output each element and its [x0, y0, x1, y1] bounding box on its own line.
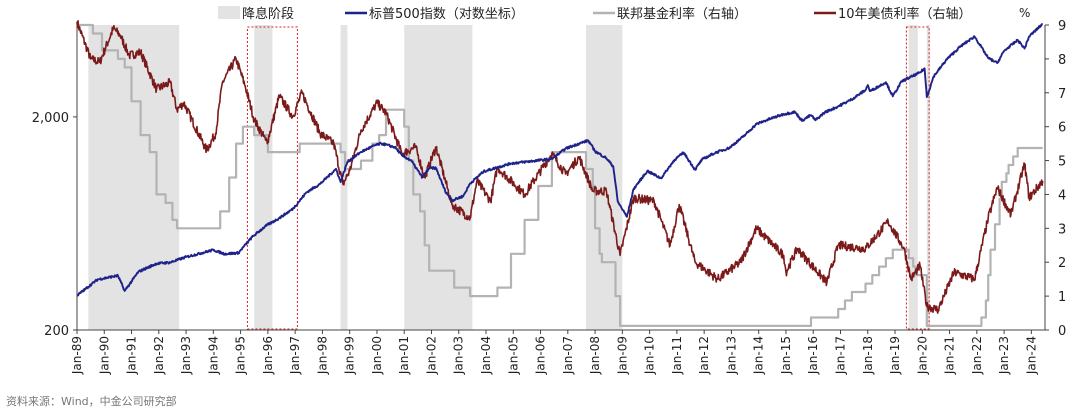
- x-tick-label: Jan-19: [888, 336, 902, 375]
- x-tick-label: Jan-95: [234, 336, 248, 375]
- legend-label-shade: 降息阶段: [242, 6, 294, 22]
- legend-label-ust10: 10年美债利率（右轴）: [838, 6, 972, 22]
- x-tick-label: Jan-02: [424, 336, 438, 375]
- x-tick-label: Jan-20: [915, 336, 929, 375]
- x-tick-label: Jan-97: [288, 336, 302, 375]
- series-lines: [76, 20, 1044, 327]
- shade-band: [254, 25, 273, 330]
- series-line-spx: [76, 22, 1044, 297]
- x-tick-label: Jan-18: [861, 336, 875, 375]
- right-tick-label: 9: [1058, 19, 1066, 34]
- right-tick-label: 0: [1058, 324, 1066, 339]
- legend-label-spx: 标普500指数（对数坐标）: [369, 7, 524, 22]
- x-tick-label: Jan-00: [370, 336, 384, 375]
- x-tick-label: Jan-05: [506, 336, 520, 375]
- source-note: 资料来源：Wind，中金公司研究部: [6, 395, 177, 408]
- legend: 降息阶段 标普500指数（对数坐标） 联邦基金利率（右轴） 10年美债利率（右轴）: [218, 6, 972, 22]
- x-tick-label: Jan-15: [779, 336, 793, 375]
- x-tick-label: Jan-91: [125, 336, 139, 375]
- x-tick-label: Jan-89: [70, 336, 84, 375]
- x-tick-label: Jan-06: [534, 336, 548, 375]
- x-tick-label: Jan-04: [479, 336, 493, 375]
- x-tick-label: Jan-11: [670, 336, 684, 375]
- shade-band: [926, 25, 930, 330]
- x-tick-label: Jan-10: [643, 336, 657, 375]
- highlight-box: [246, 26, 298, 330]
- series-line-ffr: [77, 23, 1043, 327]
- series-line-ust10: [76, 20, 1044, 314]
- right-tick-label: 7: [1058, 87, 1066, 102]
- legend-label-ffr: 联邦基金利率（右轴）: [617, 6, 747, 22]
- left-tick-label: 2,000: [32, 111, 69, 126]
- x-tick-label: Jan-24: [1024, 336, 1038, 375]
- x-tick-label: Jan-16: [806, 336, 820, 375]
- right-tick-label: 1: [1058, 290, 1066, 305]
- right-tick-label: 2: [1058, 256, 1066, 271]
- right-tick-label: 4: [1058, 188, 1066, 203]
- left-tick-label: 200: [44, 324, 69, 339]
- x-tick-label: Jan-92: [152, 336, 166, 375]
- x-tick-label: Jan-90: [97, 336, 111, 375]
- right-tick-label: 5: [1058, 155, 1066, 170]
- x-tick-label: Jan-94: [206, 336, 220, 375]
- x-tick-label: Jan-09: [615, 336, 629, 375]
- x-tick-label: Jan-23: [997, 336, 1011, 375]
- highlight-boxes: [246, 26, 930, 330]
- x-tick-label: Jan-08: [588, 336, 602, 375]
- x-tick-label: Jan-93: [179, 336, 193, 375]
- shade-band: [404, 25, 473, 330]
- x-tick-label: Jan-03: [452, 336, 466, 375]
- right-tick-label: 8: [1058, 53, 1066, 68]
- x-tick-label: Jan-96: [261, 336, 275, 375]
- shade-band: [340, 25, 348, 330]
- x-tick-label: Jan-07: [561, 336, 575, 375]
- x-tick-label: Jan-14: [752, 336, 766, 375]
- x-tick-label: Jan-17: [833, 336, 847, 375]
- shade-band: [585, 25, 623, 330]
- x-tick-label: Jan-01: [397, 336, 411, 375]
- shade-band: [908, 25, 918, 330]
- right-tick-label: 3: [1058, 222, 1066, 237]
- shaded-periods: [88, 25, 930, 330]
- x-tick-label: Jan-99: [343, 336, 357, 375]
- shade-band: [88, 25, 180, 330]
- x-tick-label: Jan-12: [697, 336, 711, 375]
- axes: 200 2,000 0 1 2 3 4 5 6 7 8 9% Jan-89 Jan-90 Jan-91 Jan…: [32, 6, 1067, 375]
- x-tick-label: Jan-98: [315, 336, 329, 375]
- right-tick-label: 6: [1058, 121, 1066, 136]
- x-tick-label: Jan-21: [943, 336, 957, 375]
- x-tick-label: Jan-13: [724, 336, 738, 375]
- highlight-box: [905, 26, 930, 330]
- legend-swatch-shade: [218, 6, 240, 19]
- right-axis-unit: %: [1019, 6, 1030, 20]
- x-tick-label: Jan-22: [970, 336, 984, 375]
